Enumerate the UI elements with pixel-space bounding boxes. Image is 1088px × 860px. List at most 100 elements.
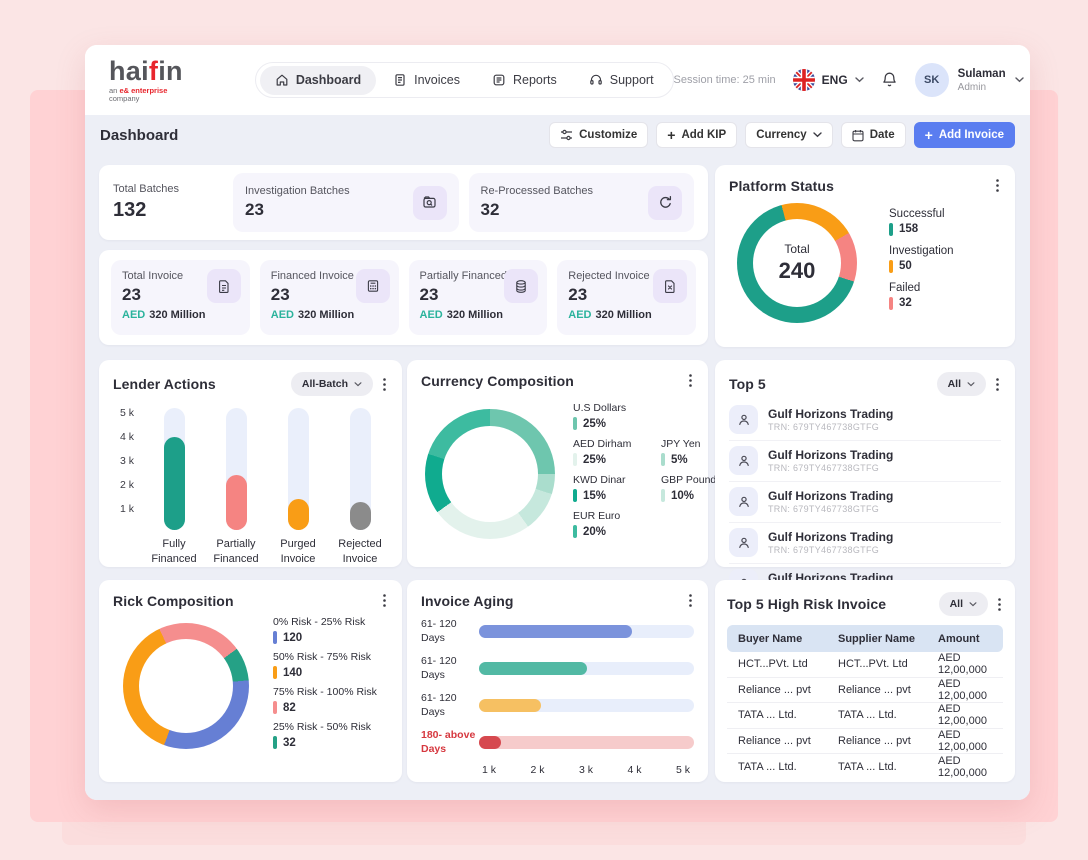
document-x-icon — [653, 269, 687, 303]
kebab-menu-icon[interactable] — [994, 177, 1001, 194]
haifin-logo[interactable]: haifin an e& enterprise company — [109, 58, 183, 102]
filter-label: All-Batch — [301, 378, 348, 390]
chevron-down-icon — [969, 601, 977, 607]
total-invoice-card[interactable]: Total Invoice 23 AED 320 Million — [111, 260, 250, 335]
stat-text: Re-Processed Batches 32 — [481, 185, 594, 220]
bar-purged-invoice: Purged Invoice — [267, 408, 329, 567]
session-time: Session time: 25 min — [673, 74, 776, 86]
table-row[interactable]: TATA ... Ltd. TATA ... Ltd. AED 12,00,000 — [738, 754, 987, 779]
aging-row: 61- 120 Days — [421, 650, 694, 687]
platform-legend: Successful 158 Investigation 50 Failed 3… — [889, 208, 954, 319]
home-icon — [275, 73, 289, 87]
nav-label: Invoices — [414, 73, 460, 87]
nav-item-invoices[interactable]: Invoices — [378, 66, 475, 95]
add-kip-button[interactable]: + Add KIP — [656, 122, 738, 148]
kebab-menu-icon[interactable] — [687, 592, 694, 609]
high-risk-filter-dropdown[interactable]: All — [938, 592, 988, 616]
currency-composition-panel: Currency Composition U.S Dollars 25% — [407, 360, 716, 567]
panel-title: Top 5 — [729, 376, 766, 392]
lender-actions-panel: Lender Actions All-Batch 5 k 4 k 3 k 2 k — [99, 360, 402, 567]
dashboard-content: Total Batches 132 Investigation Batches … — [85, 155, 1030, 800]
currency-dropdown[interactable]: Currency — [745, 122, 833, 148]
panel-title: Platform Status — [729, 177, 834, 194]
person-icon — [729, 487, 758, 516]
table-header: Buyer Name Supplier Name Amount — [727, 625, 1003, 652]
table-row[interactable]: TATA ... Ltd. TATA ... Ltd. AED 12,00,000 — [727, 703, 1003, 729]
person-icon — [729, 528, 758, 557]
stat-value: 23 — [419, 285, 439, 304]
legend-item: 75% Risk - 100% Risk 82 — [273, 686, 377, 714]
nav-item-reports[interactable]: Reports — [477, 66, 572, 95]
bar-group: Fully Financed Partially Financed Purged In… — [143, 408, 391, 567]
panel-title: Lender Actions — [113, 376, 216, 392]
chevron-down-icon — [967, 381, 975, 387]
total-batches-stat: Total Batches 132 — [113, 183, 223, 222]
currency-label: Currency — [756, 129, 807, 141]
kebab-menu-icon[interactable] — [381, 592, 388, 609]
page-title: Dashboard — [100, 126, 179, 144]
uk-flag-icon — [792, 69, 815, 91]
nav-label: Support — [609, 73, 654, 87]
reprocessed-batches-card[interactable]: Re-Processed Batches 32 — [468, 173, 694, 232]
aging-row: 61- 120 Days — [421, 613, 694, 650]
top5-panel: Top 5 All Gulf Horizons Trading TRN: 679T… — [715, 360, 1015, 598]
legend-item: EUR Euro 20% — [573, 510, 621, 538]
user-menu[interactable]: SK Sulaman Admin — [914, 63, 1024, 97]
table-row[interactable]: HCT...PVt. Ltd HCT...PVt. Ltd AED 12,00,00… — [727, 652, 1003, 678]
table-row[interactable]: Reliance ... pvt Reliance ... pvt AED 12,0… — [727, 729, 1003, 754]
right-column: Platform Status Total 240 Successful 158 — [715, 165, 1015, 800]
financed-invoice-card[interactable]: Financed Invoice 23 AED 320 Million — [259, 260, 399, 335]
header-actions: Customize + Add KIP Currency Date + Add … — [549, 122, 1015, 148]
filter-label: All — [947, 378, 961, 390]
high-risk-invoice-panel: Top 5 High Risk Invoice All Buyer Name Su… — [715, 580, 1015, 782]
bar-partially-financed: Partially Financed — [205, 408, 267, 567]
investigation-batches-card[interactable]: Investigation Batches 23 — [233, 173, 459, 232]
calendar-icon — [852, 129, 864, 142]
panel-title: Rick Composition — [113, 592, 234, 609]
bar-fully-financed: Fully Financed — [143, 408, 205, 567]
language-selector[interactable]: ENG — [792, 69, 864, 91]
topbar: haifin an e& enterprise company Dashboar… — [85, 45, 1030, 115]
kebab-menu-icon[interactable] — [996, 596, 1003, 613]
topbar-right: Session time: 25 min ENG SK — [674, 63, 1024, 97]
left-column: Total Batches 132 Investigation Batches … — [99, 165, 716, 800]
top5-filter-dropdown[interactable]: All — [936, 372, 986, 396]
invoice-aging-chart: 61- 120 Days 61- 120 Days 61- 120 Days — [421, 613, 694, 776]
user-info: Sulaman Admin — [958, 67, 1006, 92]
kebab-menu-icon[interactable] — [687, 372, 694, 389]
kebab-menu-icon[interactable] — [381, 376, 388, 393]
stat-label: Financed Invoice — [270, 270, 354, 282]
nav-item-dashboard[interactable]: Dashboard — [259, 65, 377, 95]
add-invoice-button[interactable]: + Add Invoice — [913, 122, 1015, 148]
date-button[interactable]: Date — [840, 122, 906, 148]
notifications-bell-icon[interactable] — [881, 71, 898, 89]
partially-financed-card[interactable]: Partially Financed 23 AED 320 Million — [408, 260, 548, 335]
nav-label: Dashboard — [295, 73, 362, 87]
table-row[interactable]: Reliance ... pvt Reliance ... pvt AED 12,0… — [727, 678, 1003, 703]
legend-item: KWD Dinar 15% — [573, 474, 626, 502]
nav-item-support[interactable]: Support — [574, 66, 669, 95]
kebab-menu-icon[interactable] — [994, 376, 1001, 393]
refresh-icon — [648, 185, 682, 220]
user-name: Sulaman — [957, 68, 1006, 81]
rejected-invoice-card[interactable]: Rejected Invoice 23 AED 320 Million — [557, 260, 696, 335]
chevron-down-icon — [354, 381, 362, 387]
customize-label: Customize — [579, 129, 638, 141]
platform-donut: Total 240 — [737, 203, 857, 323]
customize-button[interactable]: Customize — [549, 122, 649, 148]
platform-status-panel: Platform Status Total 240 Successful 158 — [715, 165, 1015, 347]
batches-summary-panel: Total Batches 132 Investigation Batches … — [99, 165, 708, 240]
person-icon — [729, 446, 758, 475]
user-role: Admin — [957, 81, 987, 93]
lender-filter-dropdown[interactable]: All-Batch — [290, 372, 373, 396]
stat-amount: AED 320 Million — [568, 309, 652, 321]
add-kip-label: Add KIP — [681, 129, 727, 141]
stat-value: 32 — [480, 200, 500, 219]
page-header: Dashboard Customize + Add KIP Currency D… — [85, 115, 1030, 155]
